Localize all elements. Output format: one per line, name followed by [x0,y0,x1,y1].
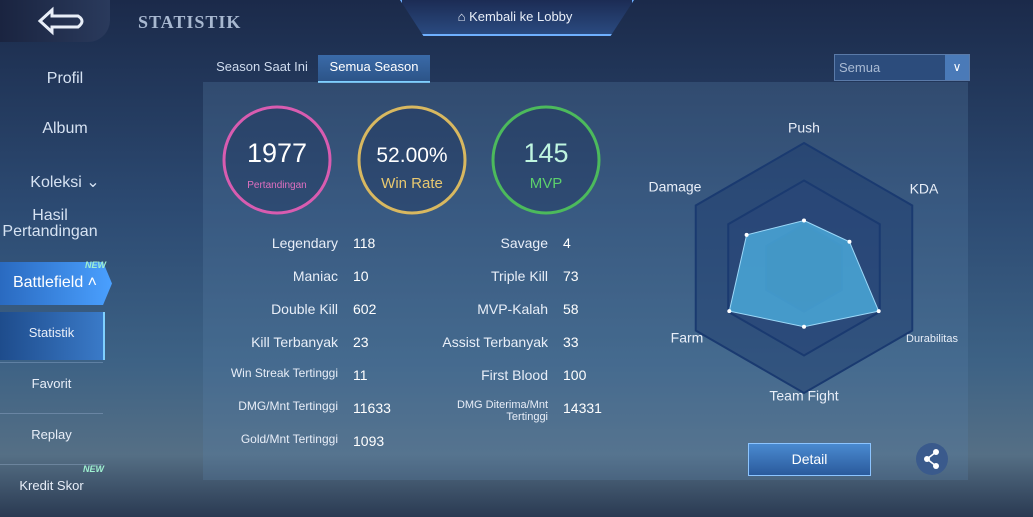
stat-value: 11633 [353,400,391,416]
stat-label: Kill Terbanyak [251,334,338,350]
stat-label: Gold/Mnt Tertinggi [240,432,338,446]
filter-dropdown[interactable]: Semua ∨ [834,54,970,81]
stat-value: 14331 [563,400,602,416]
radar-axis-label: Durabilitas [906,333,958,345]
stat-label: Triple Kill [490,268,548,284]
radar-axis-label: Team Fight [769,388,838,404]
menu-item[interactable]: Hasil Pertandingan [2,207,98,240]
radar-axis-label: Farm [671,330,704,346]
stat-label: Assist Terbanyak [442,334,548,350]
menu-item[interactable]: Profil [46,70,84,87]
stat-value: 73 [563,268,579,284]
summary-ring [222,105,332,215]
submenu-item[interactable]: Kredit Skor [19,478,84,493]
page-title: STATISTIK [138,12,242,32]
radar-axis-label: Push [788,120,820,136]
share-button[interactable] [916,443,948,475]
summary-label: Pertandingan [247,180,307,191]
summary-label: MVP [530,175,563,192]
home-icon: ⌂ [457,9,466,24]
stat-value: 100 [563,367,587,383]
stat-label: Savage [500,235,548,251]
lobby-button[interactable] [400,0,634,36]
summary-value: 1977 [247,138,307,168]
menu-divider [0,362,103,363]
stat-value: 1093 [353,433,385,449]
stat-value: 10 [353,268,369,284]
stat-label: DMG Diterima/Mnt Tertinggi [456,399,548,423]
back-button[interactable] [0,0,110,42]
submenu-item[interactable]: Replay [31,427,72,442]
stat-label: DMG/Mnt Tertinggi [238,399,338,413]
filter-label: Semua [839,60,881,75]
lobby-text: Kembali ke Lobby [469,9,573,24]
radar-point [802,218,806,223]
stat-label: Legendary [271,235,338,251]
stat-label: Double Kill [271,301,338,317]
summary-label: Win Rate [381,175,443,192]
share-icon [924,449,939,469]
submenu-item[interactable]: Statistik [28,325,75,340]
lobby-button-label: ⌂ Kembali ke Lobby [440,9,590,24]
menu-item[interactable]: Koleksi ⌄ [30,174,100,191]
summary-value: 145 [523,138,568,168]
radar-axis-label: KDA [910,181,939,197]
radar-point [847,239,852,244]
stat-value: 23 [353,334,369,350]
new-badge: NEW [85,260,106,270]
dropdown-arrow: ∨ [945,55,969,80]
summary-ring [357,105,467,215]
stat-value: 118 [353,235,376,251]
stat-value: 11 [353,367,368,383]
stat-value: 33 [563,334,579,350]
detail-button[interactable]: Detail [748,443,871,476]
radar-point [727,309,732,314]
stat-label: First Blood [481,367,548,383]
stat-value: 58 [563,301,579,317]
radar-point [876,309,881,314]
stat-value: 4 [563,235,571,251]
tab[interactable]: Season Saat Ini [216,59,308,74]
stat-label: Maniac [292,268,338,284]
stat-label: Win Streak Tertinggi [230,366,338,380]
submenu-item[interactable]: Favorit [31,376,72,391]
tab-active[interactable]: Semua Season [318,55,430,83]
menu-divider [0,413,103,414]
back-arrow-icon [37,6,84,36]
radar-axis-label: Damage [649,179,702,195]
stat-label: MVP-Kalah [477,301,548,317]
stat-value: 602 [353,301,377,317]
menu-item[interactable]: Battlefield ˄ [12,274,98,291]
menu-item[interactable]: Album [42,120,88,137]
summary-value: 52.00% [376,144,447,167]
radar-point [744,232,749,237]
new-badge: NEW [83,464,104,474]
menu-divider [0,464,103,465]
active-menu-bg [0,262,112,305]
radar-point [802,324,806,329]
active-sub-bg [0,312,105,360]
summary-ring [491,105,601,215]
